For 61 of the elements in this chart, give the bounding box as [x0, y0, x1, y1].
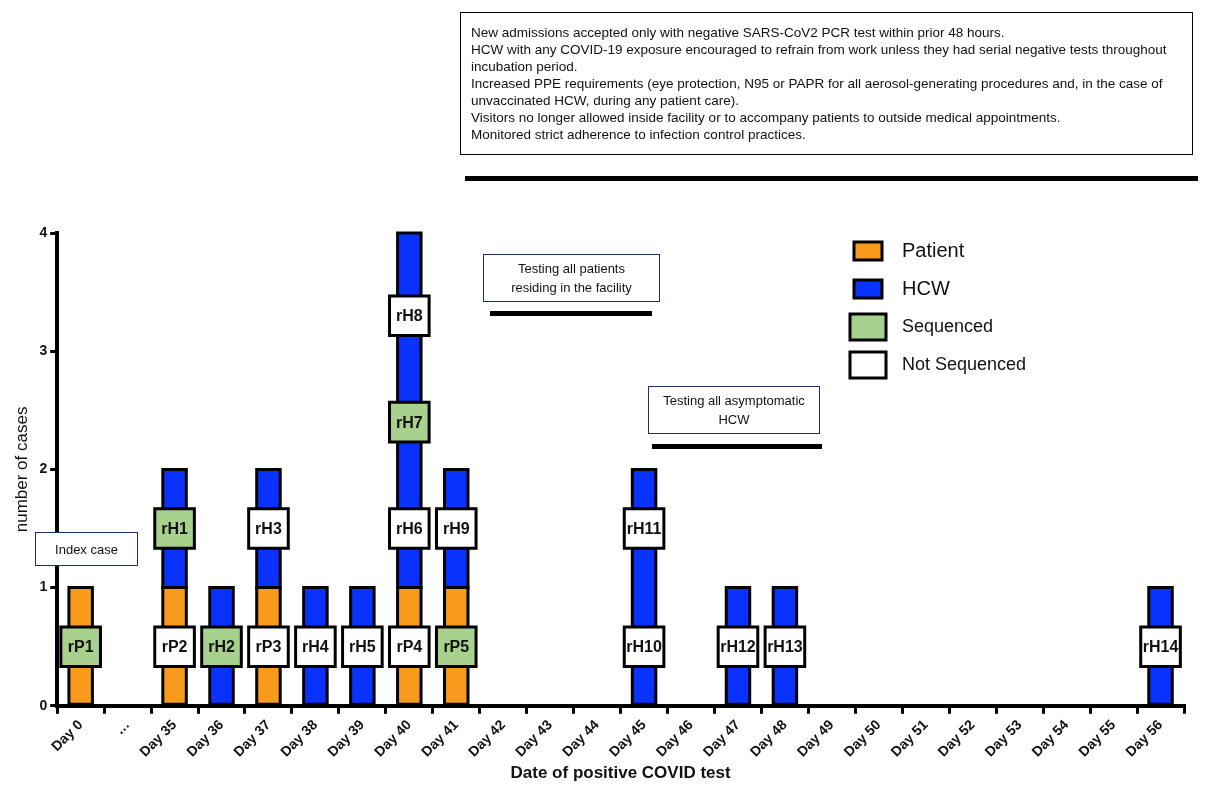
y-tick-label: 3 [39, 342, 48, 359]
x-tick-label: Day 49 [793, 716, 837, 760]
annotation: Index case [54, 540, 119, 559]
x-tick-label: Day 44 [558, 716, 603, 760]
x-tick-label: Day 47 [699, 716, 743, 760]
annotation: rP4 [396, 638, 423, 656]
annotation: rH12 [720, 638, 756, 656]
annotation: rP5 [443, 638, 470, 656]
annotation: rH13 [767, 638, 803, 656]
x-tick-label: Day 37 [230, 716, 274, 760]
x-tick-label: Day 35 [136, 716, 180, 760]
x-tick-label: Day 55 [1075, 716, 1119, 760]
x-tick-label: Day 38 [277, 716, 321, 760]
text-box: Testing all patients residing in the facility [483, 254, 660, 302]
annotation: rH6 [395, 519, 423, 537]
annotation: rP3 [255, 638, 282, 656]
legend-label: Sequenced [902, 315, 994, 336]
annotation: rH7 [395, 413, 423, 431]
annotation: rH8 [395, 307, 423, 325]
annotation: rH9 [442, 519, 470, 537]
annotation: rH4 [302, 638, 329, 656]
x-tick-label: Day 56 [1122, 716, 1166, 760]
text-box: Index case [35, 532, 138, 566]
x-tick-label: Day 50 [840, 716, 884, 760]
x-tick-label: Day 45 [605, 716, 650, 760]
y-tick-label: 2 [39, 460, 48, 477]
x-tick-label: Day 46 [652, 716, 697, 760]
x-axis-title: Date of positive COVID test [510, 763, 731, 783]
legend-label: Not Sequenced [902, 353, 1027, 374]
annotation: rH1 [161, 519, 188, 537]
x-tick-label: Day 43 [511, 716, 556, 760]
y-tick-label: 1 [39, 578, 48, 595]
x-tick-label: Day 40 [370, 716, 415, 760]
annotation: Testing all asymptomatic HCW [662, 392, 806, 429]
x-tick-label: Day 48 [746, 716, 790, 760]
text-box: Testing all asymptomatic HCW [648, 386, 820, 434]
x-tick-label: Day 0 [47, 716, 86, 755]
text-box: New admissions accepted only with negative SARS-CoV2 PCR test within prior 48 hours. HCW with any COVID-19 exposure encouraged to refrain from work unless they had serial negative tests throughout incubation period. Increased PPE requirements (eye protection, N95 or PAPR for all aerosol-generating procedures and, in the case of unvaccinated HCW, during any patient care). Visitors no longer allowed inside facility or to accompany patients to outside medical appointments. Monitored strict adherence to infection control practices. [460, 12, 1193, 155]
annotation: rP1 [67, 638, 94, 656]
annotation: rH3 [255, 519, 282, 537]
annotation: rH11 [626, 519, 662, 537]
x-tick-label: Day 41 [417, 716, 462, 760]
annotation: rH10 [626, 638, 662, 656]
x-tick-label: Day 52 [934, 716, 978, 760]
x-tick-label: … [111, 716, 133, 738]
y-axis-title: number of cases [11, 406, 31, 533]
x-tick-label: Day 42 [464, 716, 509, 760]
legend-label: HCW [902, 276, 950, 299]
x-tick-label: Day 54 [1028, 716, 1072, 760]
x-tick-label: Day 39 [323, 716, 368, 760]
y-tick-label: 4 [39, 223, 48, 240]
x-tick-label: Day 36 [183, 716, 227, 760]
annotation: rH14 [1142, 638, 1179, 656]
x-tick-label: Day 53 [981, 716, 1025, 760]
annotation: rH5 [349, 638, 376, 656]
annotation: Testing all patients residing in the facility [510, 260, 633, 297]
x-tick-label: Day 51 [887, 716, 931, 760]
y-tick-label: 0 [39, 696, 48, 713]
annotation: rP2 [161, 638, 188, 656]
annotation: rH2 [208, 638, 235, 656]
legend-label: Patient [902, 238, 965, 261]
